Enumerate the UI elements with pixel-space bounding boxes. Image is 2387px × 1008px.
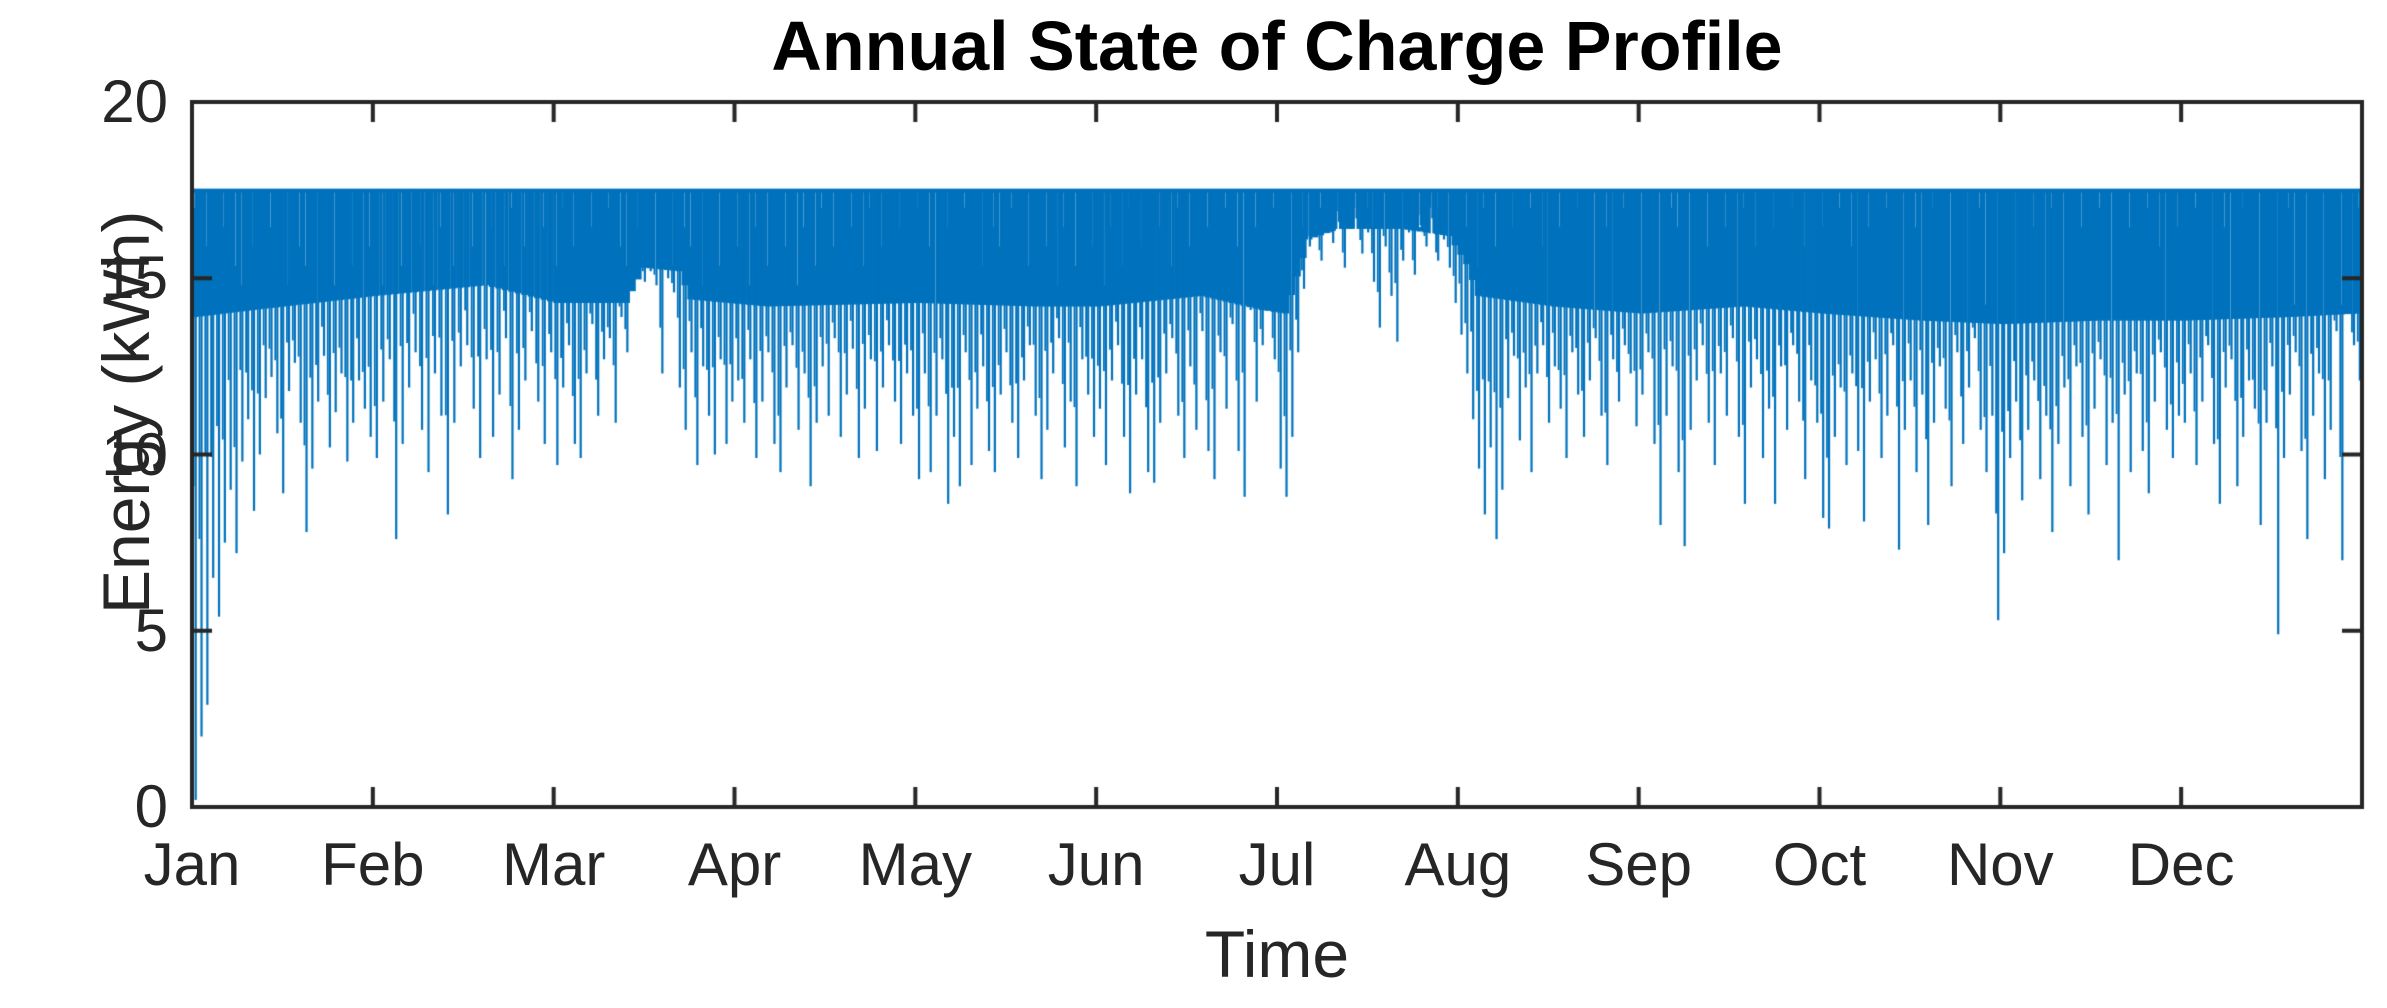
x-tick-label: May bbox=[858, 831, 972, 898]
x-tick-label: Sep bbox=[1585, 831, 1693, 898]
x-tick-label: Jul bbox=[1238, 831, 1316, 898]
y-tick-label: 10 bbox=[101, 420, 168, 488]
x-tick-label: Apr bbox=[687, 831, 782, 898]
x-tick-label: Feb bbox=[321, 831, 425, 898]
y-tick-label: 0 bbox=[134, 773, 168, 840]
x-axis-label: Time bbox=[1204, 917, 1350, 991]
x-tick-label: Dec bbox=[2127, 831, 2235, 898]
y-tick-label: 20 bbox=[101, 68, 168, 135]
x-tick-label: Jun bbox=[1047, 831, 1145, 898]
x-tick-label: Jan bbox=[143, 831, 241, 898]
x-tick-label: Oct bbox=[1772, 831, 1867, 898]
x-tick-label: Nov bbox=[1946, 831, 2054, 898]
chart-title: Annual State of Charge Profile bbox=[771, 7, 1783, 85]
y-tick-label: 5 bbox=[134, 596, 168, 664]
y-tick-label: 15 bbox=[101, 244, 168, 312]
x-tick-label: Mar bbox=[501, 831, 606, 898]
x-tick-label: Aug bbox=[1404, 831, 1512, 898]
